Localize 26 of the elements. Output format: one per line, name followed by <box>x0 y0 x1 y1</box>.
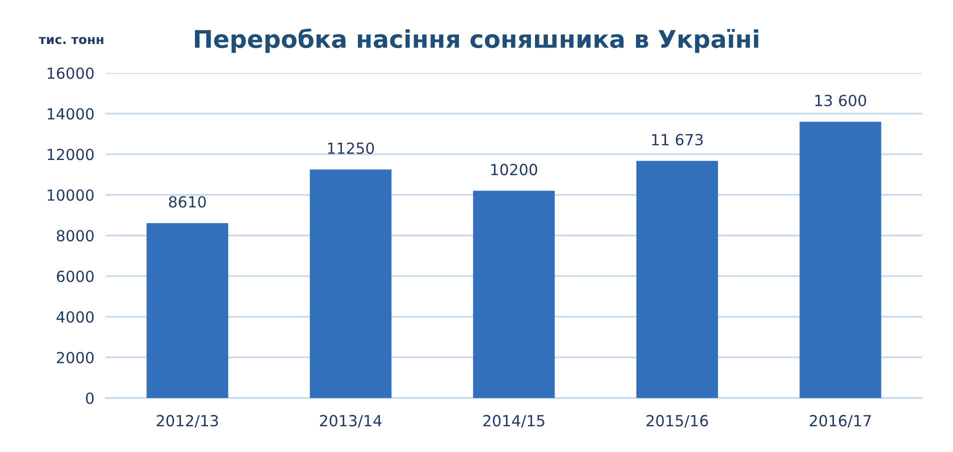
y-tick-label: 8000 <box>56 230 94 242</box>
y-tick-label: 4000 <box>56 311 94 323</box>
data-label: 13 600 <box>815 94 866 106</box>
y-tick-label: 2000 <box>56 352 94 364</box>
bar <box>636 160 718 398</box>
x-tick-label: 2012/13 <box>156 414 218 428</box>
bar <box>473 190 555 398</box>
data-label: 10200 <box>491 164 538 176</box>
data-label: 11 673 <box>652 134 703 146</box>
chart-title: Переробка насіння соняшника в Україні <box>194 28 758 53</box>
x-tick-label: 2016/17 <box>810 414 871 428</box>
y-tick-label: 12000 <box>48 148 94 160</box>
y-axis-title: тис. тонн <box>38 36 104 44</box>
bar <box>310 169 392 398</box>
data-label: 11250 <box>328 142 374 154</box>
x-tick-label: 2013/14 <box>320 414 382 428</box>
x-tick-label: 2015/16 <box>646 414 708 428</box>
y-tick-label: 16000 <box>48 67 94 80</box>
y-tick-label: 6000 <box>56 270 94 282</box>
y-tick-label: 0 <box>86 392 94 404</box>
y-tick-label: 10000 <box>48 189 94 201</box>
bar <box>800 122 882 398</box>
y-tick-label: 14000 <box>48 108 94 120</box>
bar <box>146 223 228 398</box>
x-tick-label: 2014/15 <box>483 414 544 428</box>
data-label: 8610 <box>169 196 206 208</box>
